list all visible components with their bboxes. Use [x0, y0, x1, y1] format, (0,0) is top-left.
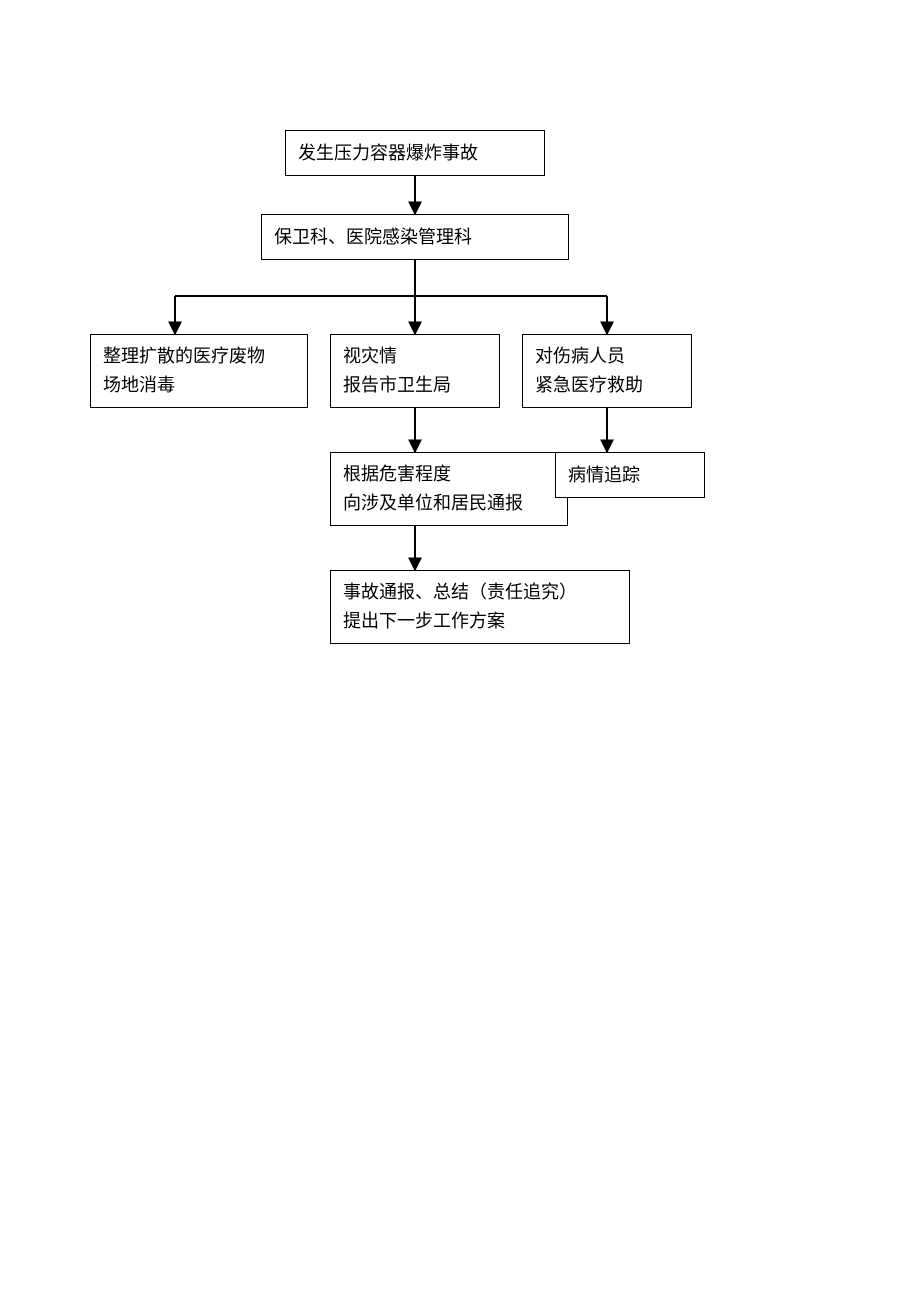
- node-text: 报告市卫生局: [343, 371, 487, 400]
- flowchart-node-n3: 整理扩散的医疗废物场地消毒: [90, 334, 308, 408]
- node-text: 保卫科、医院感染管理科: [274, 223, 556, 252]
- node-text: 整理扩散的医疗废物: [103, 342, 295, 371]
- node-text: 发生压力容器爆炸事故: [298, 139, 532, 168]
- flowchart-node-n2: 保卫科、医院感染管理科: [261, 214, 569, 260]
- flowchart-node-n7: 病情追踪: [555, 452, 705, 498]
- node-text: 向涉及单位和居民通报: [343, 489, 555, 518]
- flowchart-node-n5: 对伤病人员紧急医疗救助: [522, 334, 692, 408]
- node-text: 提出下一步工作方案: [343, 607, 617, 636]
- flowchart-node-n6: 根据危害程度向涉及单位和居民通报: [330, 452, 568, 526]
- flowchart-node-n1: 发生压力容器爆炸事故: [285, 130, 545, 176]
- node-text: 紧急医疗救助: [535, 371, 679, 400]
- flowchart-node-n8: 事故通报、总结（责任追究）提出下一步工作方案: [330, 570, 630, 644]
- node-text: 对伤病人员: [535, 342, 679, 371]
- node-text: 场地消毒: [103, 371, 295, 400]
- node-text: 事故通报、总结（责任追究）: [343, 578, 617, 607]
- node-text: 视灾情: [343, 342, 487, 371]
- node-text: 根据危害程度: [343, 460, 555, 489]
- flowchart-node-n4: 视灾情报告市卫生局: [330, 334, 500, 408]
- node-text: 病情追踪: [568, 461, 692, 490]
- flowchart-edges: [0, 0, 920, 1302]
